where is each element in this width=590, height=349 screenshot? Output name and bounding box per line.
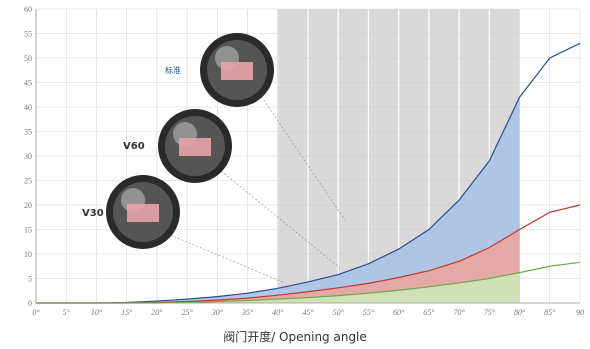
y-tick-label: 50: [24, 54, 32, 63]
x-tick-label: 65°: [423, 308, 435, 317]
x-tick-label: 85°: [544, 308, 556, 317]
x-tick-label: 55°: [363, 308, 375, 317]
x-tick-label: 70°: [454, 308, 466, 317]
y-tick-label: 45: [24, 79, 32, 88]
x-tick-label: 80°: [514, 308, 526, 317]
series-area-1: [36, 229, 520, 303]
valve-label-0: 标准: [165, 65, 181, 75]
y-tick-label: 55: [24, 30, 32, 39]
x-tick-label: 25°: [182, 308, 194, 317]
x-tick-label: 60°: [393, 308, 405, 317]
x-tick-label: 5°: [63, 308, 71, 317]
y-tick-label: 20: [24, 201, 32, 210]
y-tick-label: 35: [24, 128, 32, 137]
y-tick-label: 10: [24, 250, 32, 259]
x-tick-label: 45°: [302, 308, 314, 317]
x-tick-label: 50°: [333, 308, 345, 317]
y-tick-label: 5: [28, 275, 32, 284]
y-tick-label: 25: [24, 177, 32, 186]
pointer-line: [162, 231, 286, 284]
y-tick-label: 60: [24, 5, 32, 14]
valve-label-1: V60: [123, 141, 145, 152]
series-area-2: [36, 272, 520, 303]
x-tick-label: 75°: [484, 308, 496, 317]
x-tick-label: 30°: [211, 308, 224, 317]
x-tick-label: 40°: [272, 308, 284, 317]
x-tick-label: 20°: [151, 308, 163, 317]
valve-disc-port: [127, 204, 159, 222]
x-tick-label: 0°: [32, 308, 40, 317]
y-tick-label: 0: [28, 299, 32, 308]
pointer-line: [214, 165, 341, 269]
x-tick-label: 15°: [121, 308, 133, 317]
y-tick-label: 30: [24, 152, 32, 161]
series-area-0: [36, 97, 520, 303]
x-tick-label: 10°: [91, 308, 103, 317]
valve-disc-port: [221, 62, 253, 80]
x-tick-label: 90: [576, 308, 584, 317]
x-axis-label: 阀门开度/ Opening angle: [223, 330, 367, 344]
x-tick-label: 35°: [241, 308, 254, 317]
y-tick-label: 40: [24, 103, 32, 112]
valve-label-2: V30: [82, 208, 104, 219]
valve-disc-port: [179, 138, 211, 156]
y-tick-label: 15: [24, 226, 32, 235]
